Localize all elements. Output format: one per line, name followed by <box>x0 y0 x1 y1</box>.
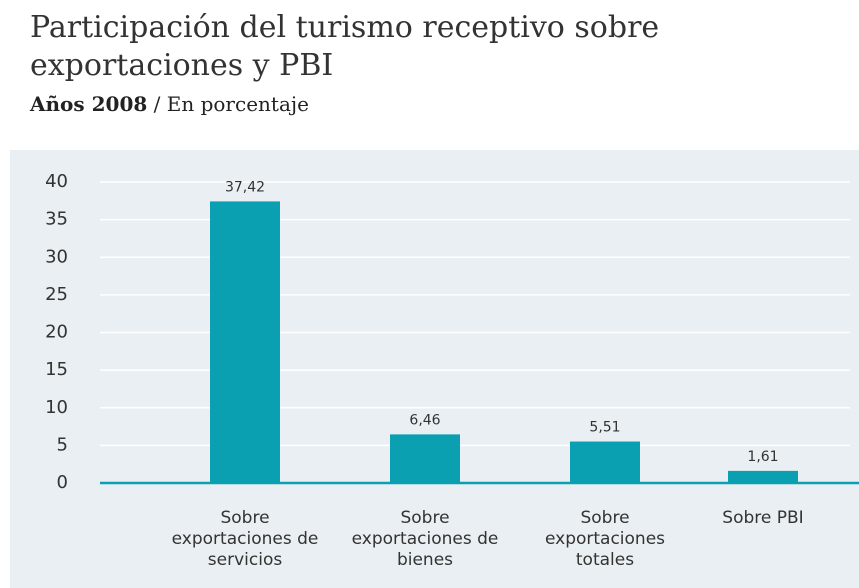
x-tick-label: Sobre exportaciones totales <box>544 508 666 570</box>
subtitle: Años 2008 / En porcentaje <box>30 92 309 116</box>
x-tick-label: Sobre exportaciones de servicios <box>171 508 319 570</box>
y-tick-label: 20 <box>45 322 68 343</box>
y-tick-label: 0 <box>57 472 68 493</box>
header: Participación del turismo receptivo sobr… <box>0 0 859 150</box>
y-tick-label: 5 <box>57 434 68 455</box>
subtitle-bold: Años 2008 <box>30 92 148 116</box>
y-tick-label: 30 <box>45 246 68 267</box>
bar <box>210 201 280 484</box>
chart-title: exportaciones y PBI <box>30 48 334 83</box>
y-tick-label: 25 <box>45 284 68 305</box>
bar <box>728 470 798 483</box>
value-label: 5,51 <box>589 420 620 436</box>
value-label: 37,42 <box>225 179 265 195</box>
chart-title: Participación del turismo receptivo sobr… <box>30 10 660 45</box>
x-tick-label: Sobre PBI <box>722 508 804 528</box>
value-label: 6,46 <box>409 412 440 428</box>
y-tick-label: 15 <box>45 359 68 380</box>
subtitle-text: / En porcentaje <box>153 92 309 116</box>
x-tick-label: Sobre exportaciones de bienes <box>351 508 499 570</box>
value-label: 1,61 <box>747 449 778 465</box>
y-tick-label: 40 <box>45 171 68 192</box>
bar <box>570 441 640 483</box>
y-tick-label: 10 <box>45 397 68 418</box>
bar <box>390 434 460 483</box>
y-tick-label: 35 <box>45 209 68 230</box>
chart-panel <box>10 150 859 588</box>
